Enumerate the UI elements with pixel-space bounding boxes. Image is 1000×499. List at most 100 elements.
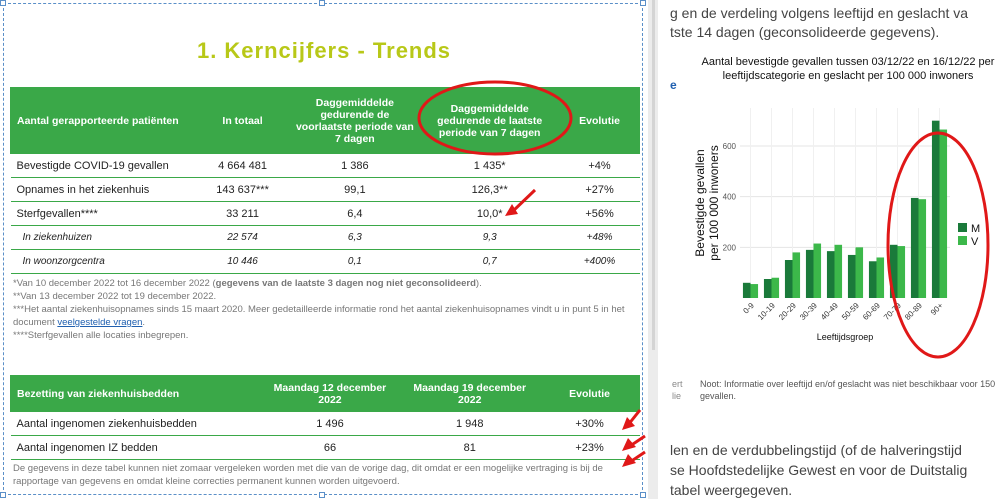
col-header-patients: Aantal gerapporteerde patiënten xyxy=(10,87,196,154)
bar-m xyxy=(826,251,835,298)
bar-v xyxy=(855,247,864,298)
faq-link[interactable]: veelgestelde vragen xyxy=(57,317,143,328)
bar-chart: 200 400 600 0-9 10-19 20-29 30-39 40-49 50-59 60-… xyxy=(693,108,980,342)
col-header-evolution: Evolutie xyxy=(559,87,640,154)
resize-handle-bottom[interactable] xyxy=(319,492,325,498)
body-text: se Hoofdstedelijke Gewest en voor de Dui… xyxy=(670,462,968,478)
cell-prev: 6,3 xyxy=(289,225,420,250)
legend-label: M xyxy=(971,223,980,235)
cell-last: 10,0* xyxy=(419,201,560,226)
cell-prev: 0,1 xyxy=(289,249,420,274)
bar-m xyxy=(931,120,940,299)
bar-v xyxy=(834,244,843,298)
table-row: Aantal ingenomen IZ bedden 66 81 +23% xyxy=(10,435,640,460)
cell-evolution: +400% xyxy=(559,249,640,274)
bar-v xyxy=(792,252,801,298)
row-label: Sterfgevallen**** xyxy=(10,201,196,226)
body-text: len en de verdubbelingstijd (of de halve… xyxy=(670,442,962,458)
selection-frame[interactable] xyxy=(0,0,646,498)
cell-evolution: +27% xyxy=(559,177,640,202)
cell-evolution: +30% xyxy=(539,411,640,436)
cell-last: 9,3 xyxy=(419,225,560,250)
side-text: ert lie xyxy=(672,379,683,401)
cell-date2: 81 xyxy=(399,435,540,460)
document-page-right: g en de verdeling volgens leeftijd en ge… xyxy=(658,0,1000,499)
table-note: De gegevens in deze tabel kunnen niet zo… xyxy=(13,463,603,487)
footnote-3: ***Het aantal ziekenhuisopnames sinds 15… xyxy=(13,304,625,328)
cell-last: 126,3** xyxy=(419,177,560,202)
cell-prev: 6,4 xyxy=(289,201,420,226)
col-header-last-period: Daggemiddelde gedurende de laatste perio… xyxy=(419,87,561,154)
bar-m xyxy=(868,261,877,298)
col-header-beds: Bezetting van ziekenhuisbedden xyxy=(10,375,261,412)
col-header-prev-period: Daggemiddelde gedurende de voorlaatste p… xyxy=(289,87,421,154)
resize-handle-bottom-right[interactable] xyxy=(640,492,646,498)
resize-handle-top-right[interactable] xyxy=(640,0,646,6)
row-label: Aantal ingenomen IZ bedden xyxy=(10,435,261,460)
cell-date1: 1 496 xyxy=(260,411,400,436)
x-tick-label: 20-29 xyxy=(777,301,798,322)
key-figures-table: Aantal gerapporteerde patiënten In totaa… xyxy=(10,87,640,274)
bar-v xyxy=(918,199,927,298)
legend-swatch xyxy=(958,223,967,232)
link-fragment[interactable]: e xyxy=(670,78,677,92)
bar-v xyxy=(771,277,780,298)
legend-swatch xyxy=(958,236,967,245)
page-gap xyxy=(648,0,658,499)
cell-prev: 1 386 xyxy=(289,153,420,178)
x-tick-label: 50-59 xyxy=(840,301,861,322)
row-label: Bevestigde COVID-19 gevallen xyxy=(10,153,196,178)
bar-m xyxy=(889,244,898,298)
cell-evolution: +56% xyxy=(559,201,640,226)
cell-last: 1 435* xyxy=(419,153,560,178)
bar-m xyxy=(742,282,751,298)
row-label: In woonzorgcentra xyxy=(10,249,196,274)
footnote-text: ). xyxy=(475,278,482,289)
table-row: Bevestigde COVID-19 gevallen 4 664 481 1… xyxy=(10,153,640,178)
x-axis-label: Leeftijdsgroep xyxy=(817,332,874,342)
cell-evolution: +4% xyxy=(559,153,640,178)
cell-total: 22 574 xyxy=(195,225,290,250)
x-tick-label: 80-89 xyxy=(903,301,924,322)
cell-total: 143 637*** xyxy=(195,177,290,202)
x-tick-label: 90+ xyxy=(929,301,945,317)
x-tick-label: 30-39 xyxy=(798,301,819,322)
cell-total: 33 211 xyxy=(195,201,290,226)
bar-m xyxy=(910,197,919,298)
col-header-evolution: Evolutie xyxy=(539,375,640,412)
scrollbar-thumb[interactable] xyxy=(652,0,655,350)
footnote-2: **Van 13 december 2022 tot 19 december 2… xyxy=(13,291,217,302)
body-text: g en de verdeling volgens leeftijd en ge… xyxy=(670,5,969,21)
body-text: tste 14 dagen (geconsolideerde gegevens)… xyxy=(670,24,940,40)
bar-v xyxy=(897,246,906,298)
cell-total: 10 446 xyxy=(195,249,290,274)
chart-title: Aantal bevestigde gevallen tussen 03/12/… xyxy=(701,56,995,82)
row-label: In ziekenhuizen xyxy=(10,225,196,250)
x-tick-label: 10-19 xyxy=(756,301,777,322)
table-row: Aantal ingenomen ziekenhuisbedden 1 496 … xyxy=(10,411,640,436)
resize-handle-top[interactable] xyxy=(319,0,325,6)
cell-total: 4 664 481 xyxy=(195,153,290,178)
bar-m xyxy=(763,279,772,298)
cell-evolution: +48% xyxy=(559,225,640,250)
body-text: tabel weergegeven. xyxy=(670,482,793,498)
x-tick-label: 70-79 xyxy=(882,301,903,322)
cell-prev: 99,1 xyxy=(289,177,420,202)
col-header-date2: Maandag 19 december 2022 xyxy=(399,375,541,412)
x-tick-label: 40-49 xyxy=(819,301,840,322)
bar-v xyxy=(813,243,822,298)
row-label: Opnames in het ziekenhuis xyxy=(10,177,196,202)
footnote-text: *Van 10 december 2022 tot 16 december 20… xyxy=(13,278,216,289)
y-axis-label: Bevestigde gevallen xyxy=(693,149,707,256)
resize-handle-top-left[interactable] xyxy=(0,0,6,6)
col-header-total: In totaal xyxy=(194,87,291,154)
x-tick-label: 0-9 xyxy=(741,301,756,316)
y-tick-label: 600 xyxy=(723,142,737,151)
bar-v xyxy=(750,284,759,298)
footnotes: *Van 10 december 2022 tot 16 december 20… xyxy=(13,277,641,342)
chart-note: Noot: Informatie over leeftijd en/of ges… xyxy=(700,379,996,401)
footnote-4: ****Sterfgevallen alle locaties inbegrep… xyxy=(13,330,189,341)
resize-handle-bottom-left[interactable] xyxy=(0,492,6,498)
x-tick-label: 60-69 xyxy=(861,301,882,322)
cell-evolution: +23% xyxy=(539,435,640,460)
